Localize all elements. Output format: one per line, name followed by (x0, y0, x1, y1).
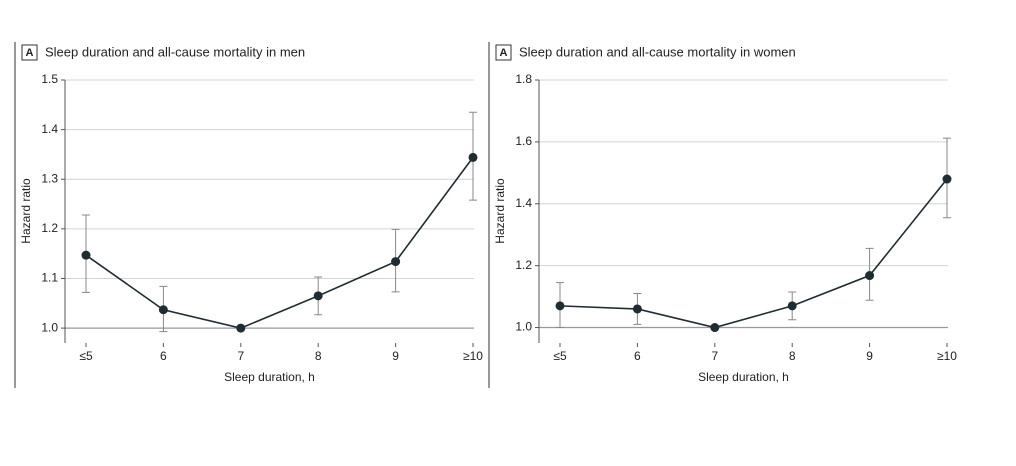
x-tick-label: 9 (392, 349, 399, 363)
x-tick-label: ≥10 (937, 349, 957, 363)
x-tick-label: ≤5 (553, 349, 567, 363)
point (555, 301, 565, 311)
y-axis-label: Hazard ratio (493, 178, 507, 244)
point (632, 304, 642, 314)
panel-label: A (26, 47, 34, 59)
x-tick-label: 6 (160, 349, 167, 363)
y-tick-label: 1.3 (41, 171, 58, 185)
point (391, 257, 401, 267)
point (236, 323, 246, 333)
point (158, 305, 168, 315)
panel-box (495, 44, 512, 61)
x-tick-label: ≥10 (463, 349, 483, 363)
point (942, 174, 952, 184)
point (787, 301, 797, 311)
y-tick-label: 1.4 (515, 196, 532, 210)
panel-label: A (500, 47, 508, 59)
point (710, 323, 720, 333)
y-tick-label: 1.5 (41, 72, 58, 86)
y-tick-label: 1.8 (515, 72, 532, 86)
line (559, 178, 948, 329)
y-tick-label: 1.0 (515, 320, 532, 334)
point (468, 152, 478, 162)
line (85, 156, 474, 329)
point (865, 271, 875, 281)
point (313, 291, 323, 301)
y-tick-label: 1.0 (41, 320, 58, 334)
y-tick-label: 1.4 (41, 122, 58, 136)
x-tick-label: 7 (711, 349, 718, 363)
chart-title: Sleep duration and all-cause mortality i… (45, 44, 305, 59)
y-axis-label: Hazard ratio (19, 178, 33, 244)
panel-box (21, 44, 38, 61)
x-axis-label: Sleep duration, h (698, 370, 789, 384)
x-tick-label: 9 (866, 349, 873, 363)
x-tick-label: 8 (315, 349, 322, 363)
x-tick-label: ≤5 (79, 349, 93, 363)
x-axis-label: Sleep duration, h (224, 370, 315, 384)
x-tick-label: 6 (634, 349, 641, 363)
y-tick-label: 1.1 (41, 271, 58, 285)
y-tick-label: 1.6 (515, 134, 532, 148)
chart-title: Sleep duration and all-cause mortality i… (519, 44, 796, 59)
y-tick-label: 1.2 (41, 221, 58, 235)
point (81, 250, 91, 260)
y-tick-label: 1.2 (515, 258, 532, 272)
x-tick-label: 7 (237, 349, 244, 363)
x-tick-label: 8 (789, 349, 796, 363)
